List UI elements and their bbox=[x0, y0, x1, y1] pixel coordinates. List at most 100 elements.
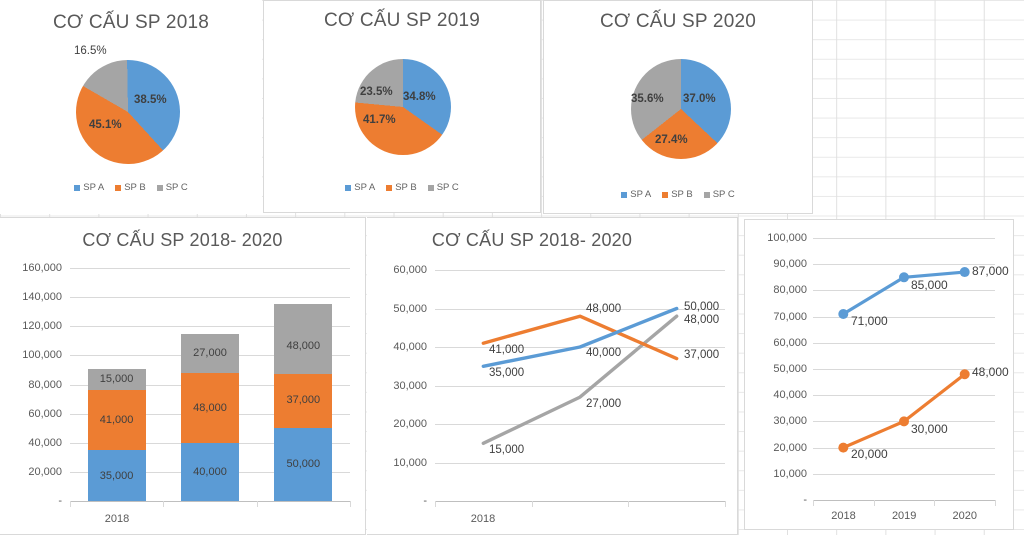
axis-tick-sep bbox=[70, 501, 71, 507]
legend-item-sp-c: SP C bbox=[156, 182, 188, 193]
y-axis-tick-label: 10,000 bbox=[393, 456, 427, 469]
x-axis-tick-label: 2018 bbox=[470, 513, 496, 525]
y-axis-tick-label: 30,000 bbox=[393, 379, 427, 392]
legend-item-sp-a: SP A bbox=[74, 182, 104, 193]
data-point-marker[interactable] bbox=[838, 442, 849, 453]
legend-marker-sp-c bbox=[703, 191, 710, 198]
pie-slices-2018 bbox=[75, 59, 181, 165]
legend-label-sp-a: SP A bbox=[83, 182, 105, 193]
legend-marker-sp-b bbox=[386, 184, 393, 191]
data-point-marker[interactable] bbox=[899, 272, 909, 283]
bar-segment-sp-a[interactable] bbox=[87, 450, 146, 501]
legend-label-sp-c: SP C bbox=[165, 182, 188, 193]
legend-label-sp-a: SP A bbox=[354, 182, 376, 193]
line-series-sp-a[interactable] bbox=[481, 306, 679, 369]
chart-line-multi[interactable]: CƠ CẤU SP 2018- 2020 35,000 40,000 50,00… bbox=[367, 217, 738, 535]
data-label-series-2: 30,000 bbox=[911, 422, 948, 436]
data-label-sp-a: 35,000 bbox=[489, 367, 525, 379]
data-label-sp-c: 27,000 bbox=[586, 398, 622, 410]
gridline bbox=[435, 270, 725, 271]
pie-label-c-2018: 16.5% bbox=[74, 45, 107, 57]
legend-item-sp-c: SP C bbox=[427, 182, 459, 193]
y-axis-tick-label: 40,000 bbox=[393, 341, 427, 353]
axis-tick-sep bbox=[725, 501, 726, 507]
bar-label: 35,000 bbox=[99, 469, 134, 482]
gridline bbox=[813, 316, 995, 318]
line-series-sp-b[interactable] bbox=[481, 314, 679, 361]
y-axis-tick-label: 50,000 bbox=[773, 363, 807, 375]
chart-pie-2020[interactable]: CƠ CẤU SP 2020 37.0% 27.4% 35.6% SP A SP… bbox=[543, 0, 813, 214]
bar-segment-sp-c[interactable] bbox=[87, 368, 146, 391]
bar-segment-sp-b[interactable] bbox=[274, 374, 333, 429]
chart-stacked-bar[interactable]: CƠ CẤU SP 2018- 2020 35,000 41,000 15,00… bbox=[0, 217, 366, 535]
legend-label-sp-a: SP A bbox=[630, 189, 652, 200]
y-axis-tick-label: 40,000 bbox=[773, 389, 807, 402]
y-axis-tick-label: 140,000 bbox=[22, 291, 62, 304]
bar-label: 15,000 bbox=[99, 373, 134, 385]
legend-marker-sp-b bbox=[662, 191, 669, 198]
data-label-sp-a: 40,000 bbox=[586, 347, 622, 359]
gridline bbox=[70, 268, 350, 269]
y-axis-tick-label: 80,000 bbox=[28, 378, 62, 391]
legend-pie-2019: SP A SP B SP C bbox=[264, 182, 540, 193]
pie-slices-2019 bbox=[355, 59, 451, 155]
data-point-marker[interactable] bbox=[959, 267, 970, 278]
chart-pie-2019[interactable]: CƠ CẤU SP 2019 34.8% 41.7% 23.5% SP A SP… bbox=[263, 0, 541, 213]
bar-segment-sp-b[interactable] bbox=[87, 390, 146, 451]
pie-label-b-2020: 27.4% bbox=[655, 134, 688, 146]
plot-area-stacked-bar: 35,000 41,000 15,000 40,000 48,000 27,00… bbox=[70, 268, 351, 507]
y-axis-tick-label: 60,000 bbox=[393, 264, 427, 276]
y-axis-tick-label: 20,000 bbox=[28, 465, 62, 478]
gridline bbox=[435, 462, 725, 464]
data-label-sp-b: 37,000 bbox=[684, 349, 720, 361]
legend-label-sp-b: SP B bbox=[671, 189, 693, 200]
x-axis-tick-label: 2019 bbox=[891, 510, 917, 522]
gridline bbox=[813, 290, 995, 292]
gridline bbox=[813, 369, 995, 370]
axis-tick-sep bbox=[531, 501, 533, 507]
bar-segment-sp-a[interactable] bbox=[274, 428, 333, 501]
y-axis-tick-label: 20,000 bbox=[393, 418, 427, 430]
bar-segment-sp-c[interactable] bbox=[181, 333, 239, 373]
axis-tick-sep bbox=[163, 501, 165, 507]
data-point-marker[interactable] bbox=[838, 308, 849, 319]
legend-item-sp-b: SP B bbox=[115, 182, 146, 193]
chart-title-pie-2019: CƠ CẤU SP 2019 bbox=[323, 10, 481, 31]
gridline bbox=[813, 238, 995, 239]
y-axis-tick-label: 60,000 bbox=[773, 336, 807, 349]
legend-marker-sp-a bbox=[621, 191, 628, 198]
gridline bbox=[813, 473, 995, 475]
legend-pie-2018: SP A SP B SP C bbox=[0, 182, 262, 193]
legend-label-sp-c: SP C bbox=[436, 182, 459, 193]
chart-title-pie-2018: CƠ CẤU SP 2018 bbox=[52, 12, 210, 33]
data-label-series-2: 48,000 bbox=[972, 365, 1009, 379]
x-axis-tick-label: 2018 bbox=[104, 513, 130, 525]
legend-marker-sp-b bbox=[115, 184, 122, 191]
legend-label-sp-c: SP C bbox=[712, 189, 735, 200]
line-series-2[interactable] bbox=[841, 372, 967, 450]
bar-label: 37,000 bbox=[286, 394, 321, 406]
chart-line-markers[interactable]: 71,000 85,000 87,000 20,000 30,000 48,00… bbox=[744, 219, 1014, 530]
y-axis-tick-label: 60,000 bbox=[28, 407, 62, 420]
data-label-sp-c: 15,000 bbox=[489, 444, 525, 456]
y-axis-tick-label: 100,000 bbox=[22, 349, 62, 362]
bar-label: 48,000 bbox=[286, 340, 321, 352]
bar-segment-sp-a[interactable] bbox=[181, 442, 239, 501]
chart-pie-2018[interactable]: CƠ CẤU SP 2018 38.5% 45.1% 16.5% SP A SP… bbox=[0, 0, 262, 214]
axis-tick-sep bbox=[934, 500, 936, 506]
plot-area-line-multi: 35,000 40,000 50,000 41,000 48,000 37,00… bbox=[435, 270, 726, 507]
bar-label: 50,000 bbox=[286, 458, 321, 470]
gridline bbox=[813, 342, 995, 344]
bar-segment-sp-b[interactable] bbox=[181, 372, 239, 443]
legend-marker-sp-c bbox=[427, 184, 434, 191]
data-point-marker[interactable] bbox=[959, 369, 970, 380]
category-axis-line bbox=[70, 501, 350, 502]
pie-label-a-2020: 37.0% bbox=[683, 93, 716, 105]
bar-segment-sp-c[interactable] bbox=[274, 304, 333, 375]
legend-marker-sp-a bbox=[74, 184, 81, 191]
data-point-marker[interactable] bbox=[899, 416, 909, 427]
bar-label: 48,000 bbox=[193, 402, 227, 414]
pie-label-b-2018: 45.1% bbox=[89, 119, 122, 131]
data-label-series-1: 71,000 bbox=[851, 314, 888, 328]
gridline bbox=[435, 308, 725, 310]
